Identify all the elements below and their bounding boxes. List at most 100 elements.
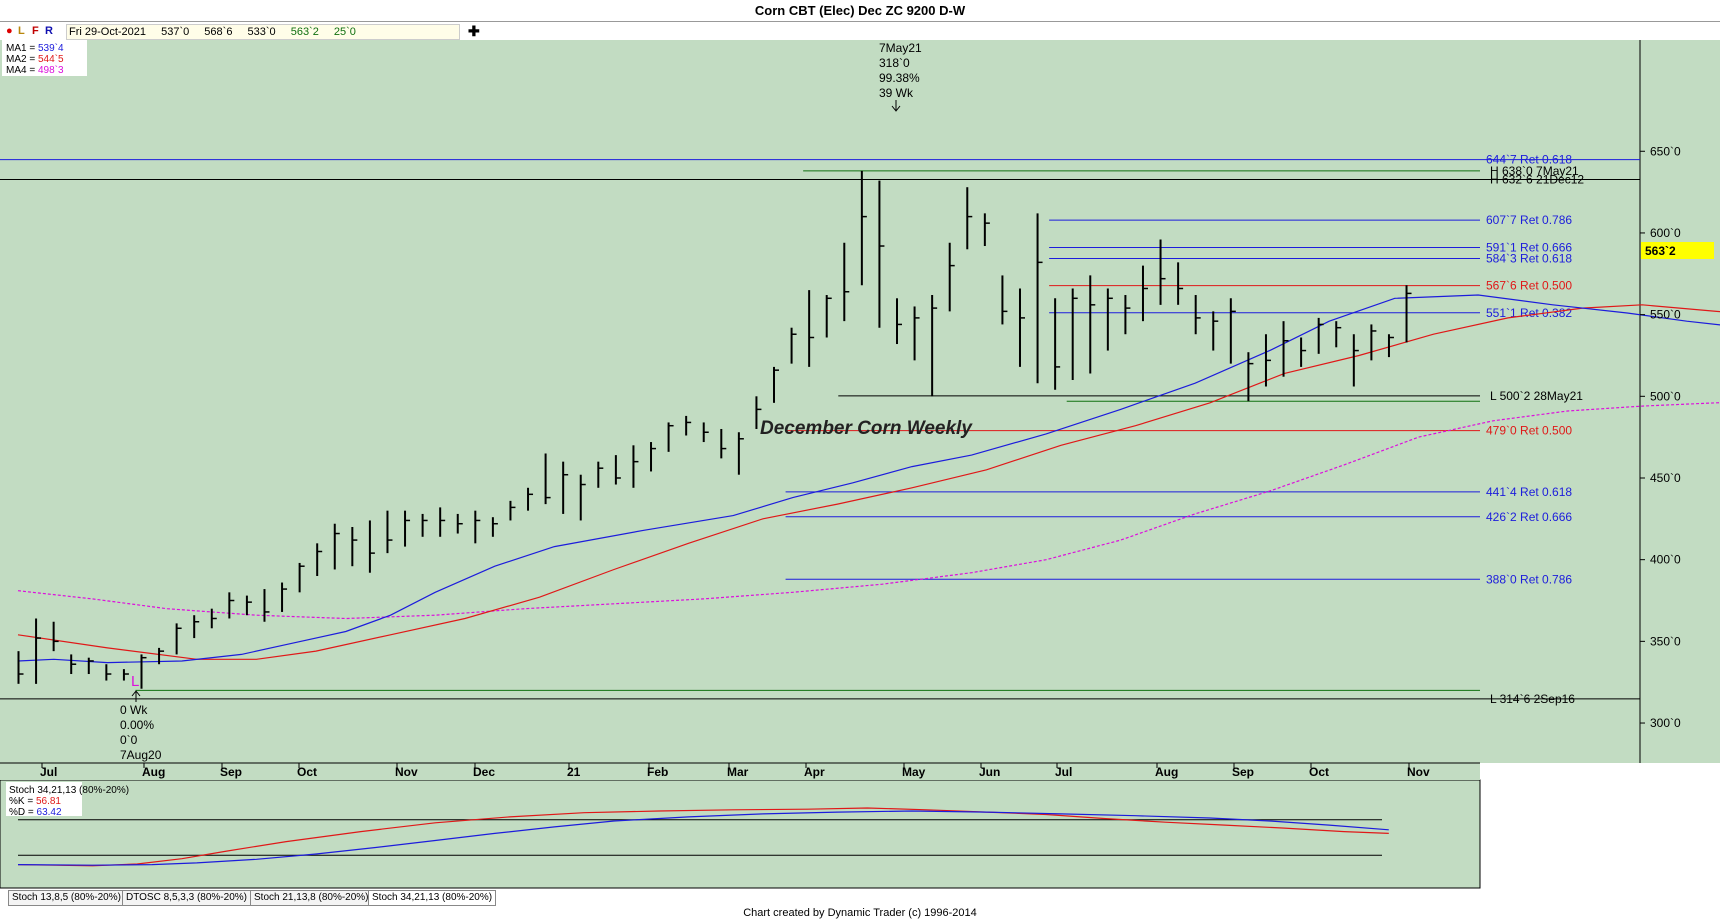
fib-level-label-0: 644`7 Ret 0.618 bbox=[1486, 153, 1572, 167]
ma2-line bbox=[17, 304, 1720, 660]
svg-text:%D = 63.42: %D = 63.42 bbox=[9, 807, 62, 818]
y-tick-label: 500`0 bbox=[1650, 389, 1681, 403]
footer-credit: Chart created by Dynamic Trader (c) 1996… bbox=[0, 906, 1720, 921]
plus-icon[interactable]: ✚ bbox=[468, 23, 480, 39]
toolbar-button-l[interactable]: L bbox=[18, 25, 25, 37]
x-month-label: Aug bbox=[1155, 765, 1178, 779]
last-price-label: 563`2 bbox=[1645, 244, 1676, 258]
osc-k-value: 56.81 bbox=[36, 796, 61, 807]
last-price-tag bbox=[1641, 242, 1714, 259]
svg-text:MA1 = 539`4: MA1 = 539`4 bbox=[6, 42, 64, 54]
fib-level-label-1: 607`7 Ret 0.786 bbox=[1486, 213, 1572, 227]
record-dot-icon[interactable]: ● bbox=[6, 25, 13, 37]
fib-level-label-5: 551`1 Ret 0.382 bbox=[1486, 306, 1572, 320]
indicator-tabs: Stoch 13,8,5 (80%-20%) DTOSC 8,5,3,3 (80… bbox=[0, 889, 1720, 906]
ohlc-high: 568`6 bbox=[204, 26, 233, 38]
oscillator-legend: Stoch 34,21,13 (80%-20%) %K = 56.81 %D =… bbox=[6, 782, 129, 818]
tab-stoch-34[interactable]: Stoch 34,21,13 (80%-20%) bbox=[368, 890, 497, 906]
ma1-line bbox=[17, 294, 1720, 664]
low-annotation: 0 Wk 0.00% 0`0 7Aug20 L bbox=[120, 673, 162, 762]
x-month-label: Jun bbox=[979, 765, 1000, 779]
hl-level-label-5: L 314`6 2Sep16 bbox=[1490, 692, 1575, 706]
ma1-legend-label: MA1 = bbox=[6, 43, 38, 54]
x-month-label: Nov bbox=[1407, 765, 1430, 779]
low-annotation-weeks: 0 Wk bbox=[120, 703, 148, 717]
osc-d-line bbox=[17, 810, 1389, 866]
y-tick-label: 550`0 bbox=[1650, 308, 1681, 322]
ma-legend: MA1 = 539`4 MA2 = 544`5 MA4 = 498`3 bbox=[2, 40, 87, 76]
ohlc-low: 533`0 bbox=[247, 26, 276, 38]
ma2-legend-label: MA2 = bbox=[6, 54, 38, 65]
oscillator-legend-background bbox=[6, 782, 82, 816]
osc-d-value: 63.42 bbox=[37, 807, 62, 818]
svg-text:MA4 = 498`3: MA4 = 498`3 bbox=[6, 64, 64, 76]
svg-text:%K = 56.81: %K = 56.81 bbox=[9, 796, 61, 807]
fib-level-label-8: 426`2 Ret 0.666 bbox=[1486, 510, 1572, 524]
y-tick-label: 450`0 bbox=[1650, 471, 1681, 485]
high-annotation-date: 7May21 bbox=[879, 41, 922, 55]
x-month-label: Oct bbox=[297, 765, 317, 779]
x-month-label: May bbox=[902, 765, 926, 779]
fib-level-label-6: 479`0 Ret 0.500 bbox=[1486, 424, 1572, 438]
price-chart[interactable]: 644`7 Ret 0.618 607`7 Ret 0.786 591`1 Ret … bbox=[0, 40, 1720, 889]
x-month-label: Oct bbox=[1309, 765, 1329, 779]
x-month-label: Nov bbox=[395, 765, 418, 779]
x-month-label: Dec bbox=[473, 765, 495, 779]
high-arrow-head-icon bbox=[891, 105, 901, 112]
chart-watermark-title: December Corn Weekly bbox=[760, 418, 973, 439]
ma4-legend-value: 498`3 bbox=[38, 64, 64, 76]
ma2-legend-value: 544`5 bbox=[38, 53, 64, 65]
y-tick-label: 400`0 bbox=[1650, 553, 1681, 567]
fib-level-label-7: 441`4 Ret 0.618 bbox=[1486, 485, 1572, 499]
osc-k-line bbox=[17, 807, 1389, 867]
oscillator-title: Stoch 34,21,13 (80%-20%) bbox=[9, 785, 129, 796]
fib-level-label-4: 567`6 Ret 0.500 bbox=[1486, 279, 1572, 293]
low-arrow-head-icon bbox=[131, 690, 141, 697]
high-annotation: 7May21 318`0 99.38% 39 Wk bbox=[879, 41, 922, 112]
ohlc-readout: Fri 29-Oct-2021 537`0 568`6 533`0 563`2 … bbox=[66, 24, 460, 40]
y-tick-label: 350`0 bbox=[1650, 634, 1681, 648]
osc-k-label: %K = bbox=[9, 796, 36, 807]
hl-level-label-0: H 638`0 7May21 bbox=[1490, 164, 1579, 178]
x-month-label: Apr bbox=[804, 765, 825, 779]
toolbar-button-f[interactable]: F bbox=[32, 25, 39, 37]
x-month-label: Mar bbox=[727, 765, 749, 779]
low-annotation-date: 7Aug20 bbox=[120, 748, 162, 762]
low-marker: L bbox=[131, 673, 139, 690]
ma4-legend-label: MA4 = bbox=[6, 65, 38, 76]
date-axis-strip bbox=[0, 763, 1480, 780]
y-tick-label: 300`0 bbox=[1650, 716, 1681, 730]
oscillator-background bbox=[0, 780, 1480, 888]
window-title: Corn CBT (Elec) Dec ZC 9200 D-W bbox=[0, 0, 1720, 22]
svg-text:MA2 = 544`5: MA2 = 544`5 bbox=[6, 53, 64, 65]
tab-stoch-21[interactable]: Stoch 21,13,8 (80%-20%) bbox=[250, 890, 373, 906]
hl-level-label-2: L 500`2 28May21 bbox=[1490, 389, 1583, 403]
x-month-label: Sep bbox=[220, 765, 242, 779]
fib-level-label-2: 591`1 Ret 0.666 bbox=[1486, 240, 1572, 254]
high-annotation-weeks: 39 Wk bbox=[879, 86, 914, 100]
low-annotation-range: 0`0 bbox=[120, 733, 138, 747]
ma1-legend-value: 539`4 bbox=[38, 42, 64, 54]
toolbar-button-r[interactable]: R bbox=[45, 25, 53, 37]
ohlc-close: 563`2 bbox=[290, 26, 319, 38]
x-month-label: Jul bbox=[40, 765, 57, 779]
x-month-label: 21 bbox=[567, 765, 581, 779]
ohlc-change: 25`0 bbox=[333, 26, 356, 38]
ohlc-open: 537`0 bbox=[161, 26, 190, 38]
fib-level-label-3: 584`3 Ret 0.618 bbox=[1486, 251, 1572, 265]
low-annotation-pct: 0.00% bbox=[120, 718, 154, 732]
x-month-label: Feb bbox=[647, 765, 668, 779]
high-annotation-range: 318`0 bbox=[879, 56, 910, 70]
axis-gutter bbox=[1640, 40, 1720, 763]
x-month-label: Jul bbox=[1055, 765, 1072, 779]
x-month-label: Aug bbox=[142, 765, 165, 779]
tab-stoch-13[interactable]: Stoch 13,8,5 (80%-20%) bbox=[8, 890, 125, 906]
osc-d-label: %D = bbox=[9, 807, 37, 818]
tab-dtosc[interactable]: DTOSC 8,5,3,3 (80%-20%) bbox=[122, 890, 251, 906]
x-month-label: Sep bbox=[1232, 765, 1254, 779]
y-tick-label: 600`0 bbox=[1650, 226, 1681, 240]
y-tick-label: 650`0 bbox=[1650, 144, 1681, 158]
high-annotation-pct: 99.38% bbox=[879, 71, 920, 85]
toolbar: ● L F R Fri 29-Oct-2021 537`0 568`6 533`… bbox=[0, 22, 1720, 40]
fib-level-label-9: 388`0 Ret 0.786 bbox=[1486, 572, 1572, 586]
